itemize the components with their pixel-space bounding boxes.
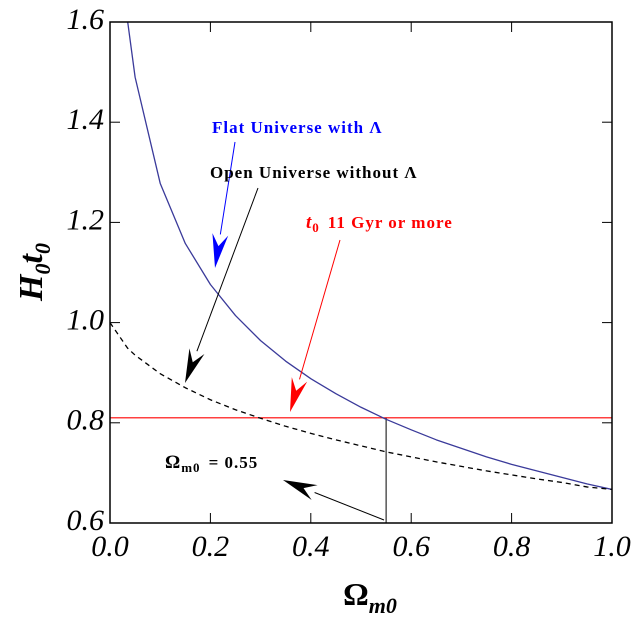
x-tick-label: 0.8 <box>493 530 531 563</box>
annotation: Ωm0 = 0.55 <box>165 452 258 475</box>
annotation-arrow <box>219 141 236 235</box>
x-label-main: Ω <box>343 576 369 612</box>
annotation-arrow <box>299 239 341 380</box>
y-tick-label: 1.4 <box>67 103 105 136</box>
x-tick-label: 0.2 <box>192 530 230 563</box>
x-tick-label: 1.0 <box>593 530 631 563</box>
annotation-text: Flat Universe with Λ <box>212 118 383 137</box>
y-tick-label: 1.6 <box>67 3 105 36</box>
annotation: t0 11 Gyr or more <box>306 212 453 235</box>
annotation-sub: 0 <box>312 220 320 235</box>
annotation-sub: m0 <box>181 460 200 475</box>
y-label-sub: 0 <box>30 243 55 254</box>
annotation: Flat Universe with Λ <box>212 118 383 137</box>
y-tick-label: 0.6 <box>67 504 105 537</box>
x-tick-label: 0.4 <box>292 530 330 563</box>
x-label-sub: m0 <box>369 593 397 618</box>
annotation-text: 11 Gyr or more <box>328 213 453 232</box>
y-tick-label: 1.0 <box>67 303 105 336</box>
arrow-head <box>290 377 308 412</box>
x-tick-label: 0.0 <box>91 530 129 563</box>
annotation-symbol: t <box>306 212 312 233</box>
x-axis-label: Ωm0 <box>343 576 397 618</box>
x-tick-label: 0.6 <box>392 530 430 563</box>
annotation-arrow <box>196 187 259 352</box>
arrow-head <box>212 233 229 268</box>
curve <box>127 22 612 491</box>
y-tick-label: 1.2 <box>67 203 105 236</box>
annotation-text: = 0.55 <box>209 453 259 472</box>
y-tick-label: 0.8 <box>67 404 105 437</box>
annotation-symbol: Ω <box>165 452 181 473</box>
y-axis-label: H0t0 <box>13 243 55 302</box>
annotation-text: Open Universe without Λ <box>210 163 418 182</box>
arrow-head <box>283 480 318 500</box>
plot-frame <box>109 21 613 524</box>
annotation-arrow <box>314 492 385 521</box>
annotation: Open Universe without Λ <box>210 163 418 182</box>
y-label-main: H <box>13 273 50 302</box>
arrow-head <box>185 348 205 383</box>
curve <box>110 322 612 491</box>
y-label-sub: 0 <box>30 264 55 275</box>
y-label-main: t <box>13 253 50 264</box>
